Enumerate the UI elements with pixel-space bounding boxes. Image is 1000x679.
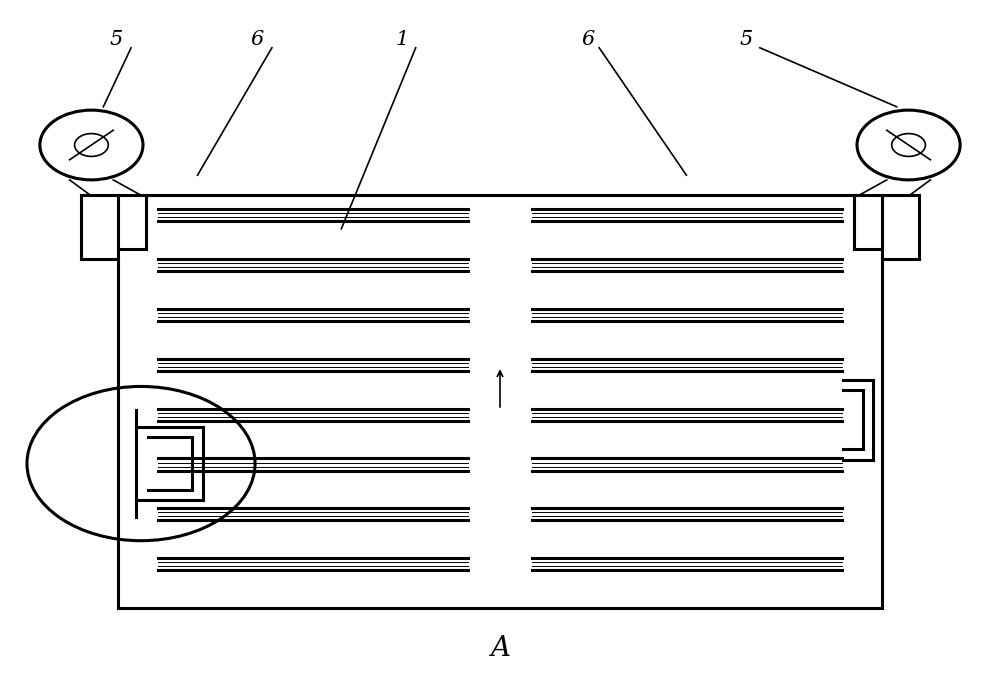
Text: 6: 6 [581, 30, 594, 48]
Text: 6: 6 [251, 30, 264, 48]
Text: 5: 5 [740, 30, 753, 48]
Text: A: A [490, 634, 510, 661]
Text: 5: 5 [110, 30, 123, 48]
Text: 1: 1 [396, 30, 409, 48]
